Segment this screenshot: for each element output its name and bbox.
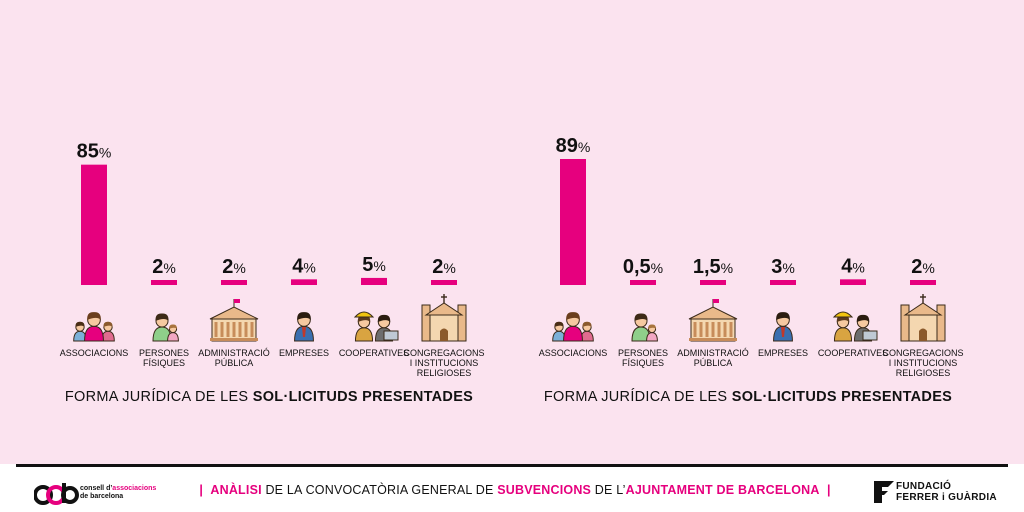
data-label-1: 89% bbox=[556, 135, 591, 157]
category-label-1: ASSOCIACIONS bbox=[539, 348, 608, 358]
cab-logo-text-3: de barcelona bbox=[80, 493, 124, 500]
data-label-4: 3% bbox=[771, 256, 795, 278]
ffg-logo-text-1: FUNDACIÓ bbox=[896, 481, 952, 492]
data-label-5: 5% bbox=[362, 254, 386, 276]
bar-5 bbox=[840, 279, 866, 285]
cab-logo-text-1: consell d’ bbox=[80, 485, 113, 492]
cab-logo-icon bbox=[34, 483, 79, 505]
category-label-3: ADMINISTRACIÓ PÚBLICA bbox=[677, 348, 749, 368]
bar-6 bbox=[910, 280, 936, 285]
parent-child-icon bbox=[152, 313, 179, 342]
category-label-6: CONGREGACIONS I INSTITUCIONS RELIGIOSES bbox=[403, 348, 484, 378]
footer-title-part2: DE LA CONVOCATÒRIA GENERAL DE bbox=[261, 483, 498, 497]
government-building-icon bbox=[688, 299, 738, 342]
footer-divider bbox=[16, 464, 1008, 467]
category-label-2: PERSONES FÍSIQUES bbox=[139, 348, 189, 368]
businessman-icon bbox=[773, 312, 793, 342]
category-label-5: COOPERATIVES bbox=[818, 348, 888, 358]
bar-5 bbox=[361, 277, 387, 285]
bar-1 bbox=[81, 164, 107, 285]
bar-6 bbox=[431, 280, 457, 285]
bar-2 bbox=[151, 280, 177, 285]
category-label-2: PERSONES FÍSIQUES bbox=[618, 348, 668, 368]
ffg-logo: FUNDACIÓ FERRER i GUÀRDIA bbox=[874, 479, 1004, 505]
cooperative-workers-icon bbox=[832, 311, 878, 342]
charts-svg: 85% ASSOCIACIONS 2% PERSONES FÍSIQUES 2% ADMIN… bbox=[60, 135, 964, 405]
cab-logo: consell d’associacions de barcelona bbox=[34, 481, 184, 507]
footer-separator-right: | bbox=[826, 483, 831, 497]
cab-logo-text-2: associacions bbox=[112, 485, 157, 492]
chart-background bbox=[0, 0, 1024, 464]
footer-title-part5: AJUNTAMENT DE BARCELONA bbox=[625, 483, 820, 497]
family-icon bbox=[73, 312, 115, 342]
chart-2: 89% ASSOCIACIONS 0,5% PERSONES FÍSIQUES 1,5% A… bbox=[539, 135, 964, 405]
bar-1 bbox=[560, 159, 586, 285]
data-label-4: 4% bbox=[292, 255, 316, 277]
parent-child-icon bbox=[631, 313, 658, 342]
chart-1: 85% ASSOCIACIONS 2% PERSONES FÍSIQUES 2% ADMIN… bbox=[60, 141, 485, 405]
data-label-3: 1,5% bbox=[693, 256, 733, 278]
bar-2 bbox=[630, 280, 656, 285]
footer-separator-left: | bbox=[199, 483, 204, 497]
cab-logo-text: consell d’associacions de barcelona bbox=[80, 485, 156, 501]
family-icon bbox=[552, 312, 594, 342]
data-label-2: 2% bbox=[152, 256, 176, 278]
bar-4 bbox=[291, 279, 317, 285]
bar-3 bbox=[700, 280, 726, 285]
bar-4 bbox=[770, 280, 796, 285]
church-icon bbox=[421, 294, 467, 342]
data-label-1: 85% bbox=[77, 141, 112, 163]
category-label-6: CONGREGACIONS I INSTITUCIONS RELIGIOSES bbox=[882, 348, 963, 378]
chart-title-1: FORMA JURÍDICA DE LES SOL·LICITUDS PRESE… bbox=[65, 388, 473, 405]
chart-title-2: FORMA JURÍDICA DE LES SOL·LICITUDS PRESE… bbox=[544, 388, 952, 405]
businessman-icon bbox=[294, 312, 314, 342]
ffg-logo-text-2: FERRER i GUÀRDIA bbox=[896, 492, 997, 503]
ffg-logo-text: FUNDACIÓ FERRER i GUÀRDIA bbox=[896, 481, 997, 503]
footer-title: | ANÀLISI DE LA CONVOCATÒRIA GENERAL DE … bbox=[180, 483, 850, 497]
government-building-icon bbox=[209, 299, 259, 342]
data-label-6: 2% bbox=[911, 256, 935, 278]
ffg-logo-icon bbox=[874, 481, 894, 503]
data-label-2: 0,5% bbox=[623, 256, 663, 278]
data-label-5: 4% bbox=[841, 255, 865, 277]
church-icon bbox=[900, 294, 946, 342]
category-label-4: EMPRESES bbox=[279, 348, 329, 358]
data-label-6: 2% bbox=[432, 256, 456, 278]
category-label-3: ADMINISTRACIÓ PÚBLICA bbox=[198, 348, 270, 368]
bar-3 bbox=[221, 280, 247, 285]
category-label-4: EMPRESES bbox=[758, 348, 808, 358]
cooperative-workers-icon bbox=[353, 311, 399, 342]
category-label-5: COOPERATIVES bbox=[339, 348, 409, 358]
category-label-1: ASSOCIACIONS bbox=[60, 348, 129, 358]
footer-title-part4: DE L’ bbox=[591, 483, 626, 497]
footer-title-part1: ANÀLISI bbox=[210, 483, 262, 497]
data-label-3: 2% bbox=[222, 256, 246, 278]
footer-title-part3: SUBVENCIONS bbox=[497, 483, 592, 497]
